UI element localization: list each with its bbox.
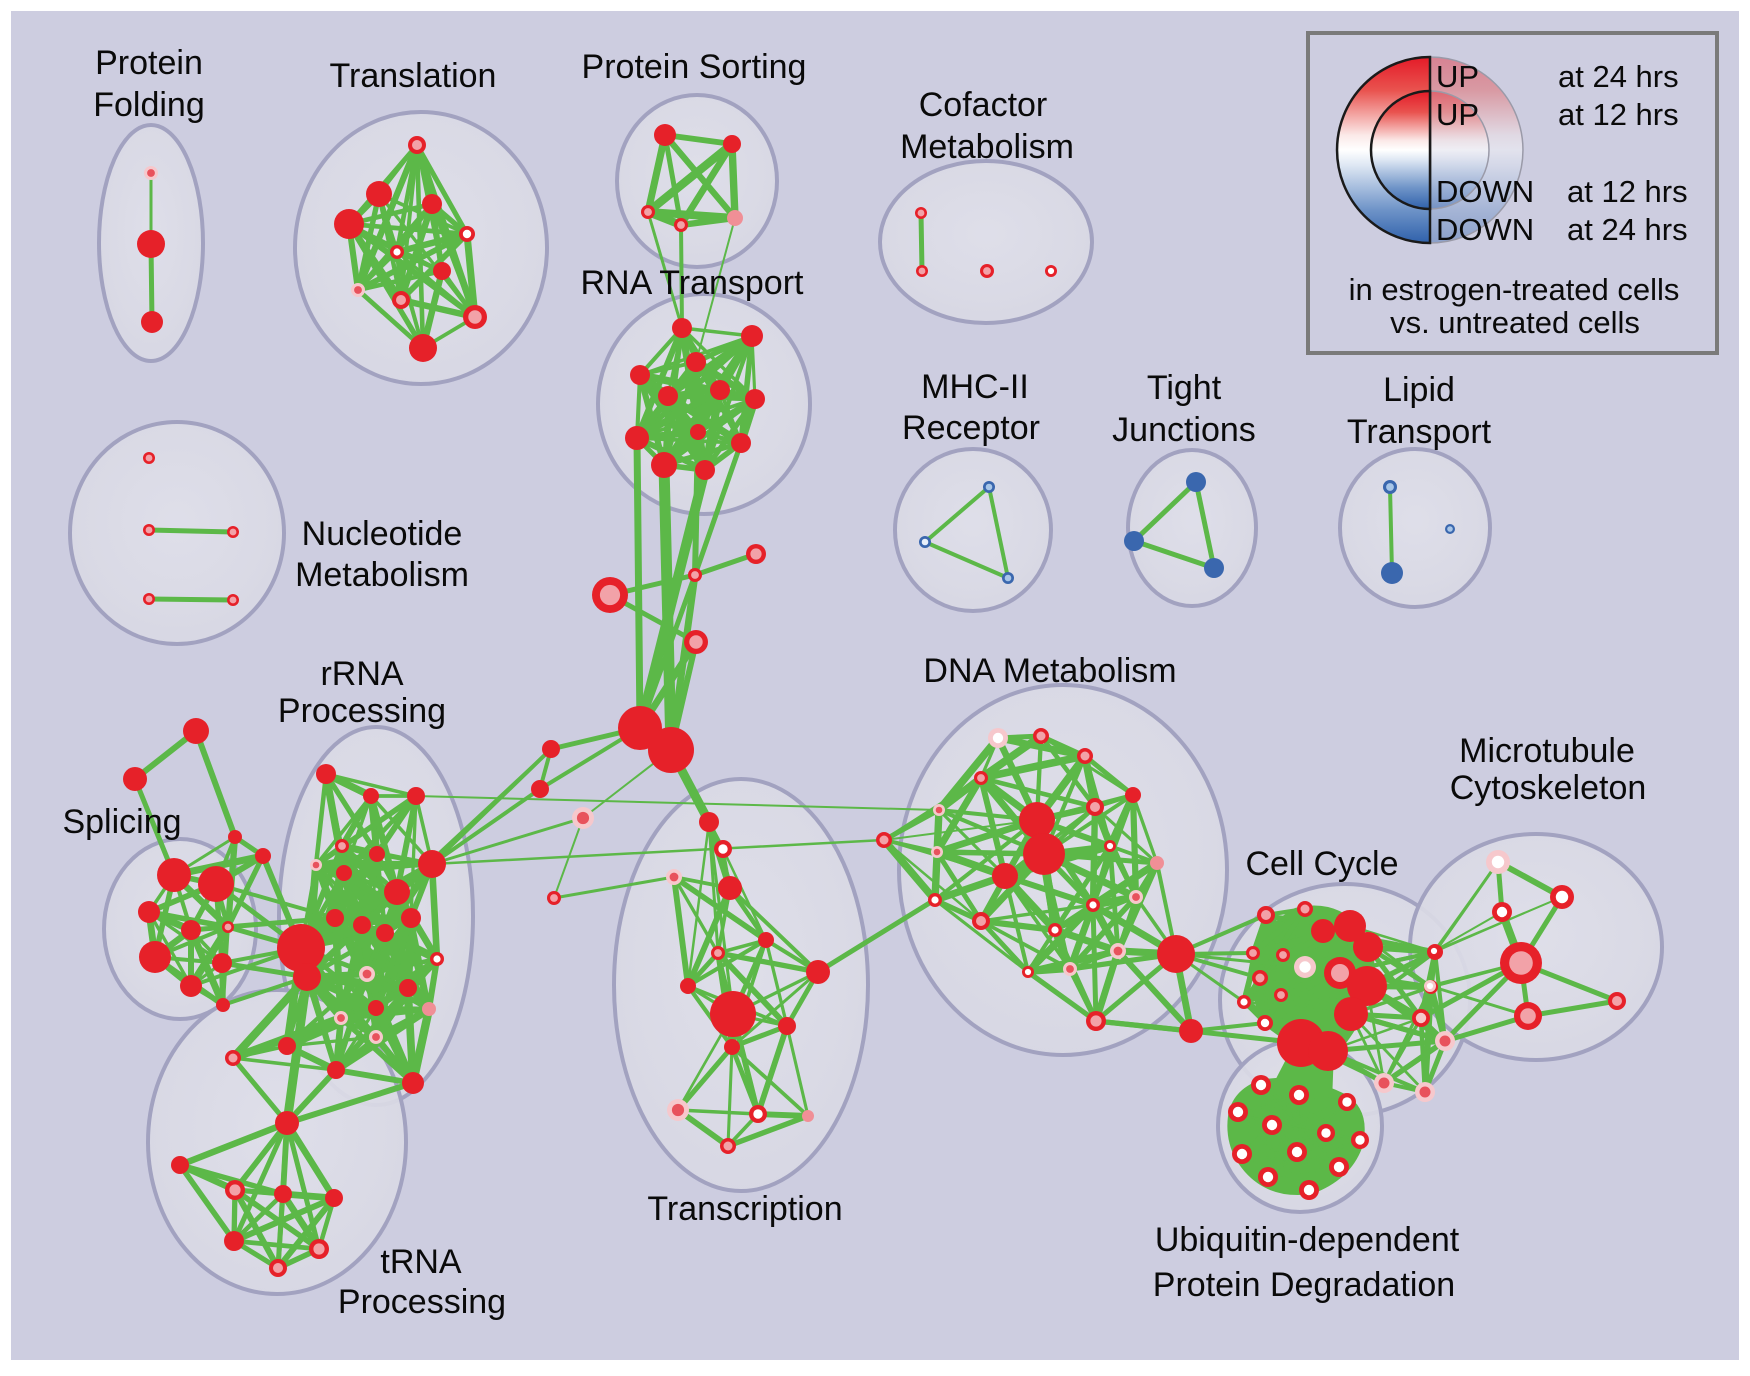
svg-text:DOWN: DOWN <box>1436 174 1534 209</box>
svg-text:MHC-II: MHC-II <box>921 368 1029 406</box>
svg-text:at 12 hrs: at 12 hrs <box>1558 97 1679 132</box>
svg-text:Protein: Protein <box>95 44 203 82</box>
svg-text:at 12 hrs: at 12 hrs <box>1567 174 1688 209</box>
svg-text:UP: UP <box>1436 59 1479 94</box>
svg-text:rRNA: rRNA <box>320 655 403 693</box>
svg-text:Cofactor: Cofactor <box>919 86 1048 124</box>
svg-text:Protein Sorting: Protein Sorting <box>582 48 807 86</box>
svg-text:in estrogen-treated cells: in estrogen-treated cells <box>1349 272 1680 307</box>
svg-text:Transcription: Transcription <box>647 1190 842 1228</box>
svg-text:RNA Transport: RNA Transport <box>581 264 805 302</box>
svg-text:Junctions: Junctions <box>1112 411 1256 449</box>
svg-text:Tight: Tight <box>1147 369 1222 407</box>
svg-text:at 24 hrs: at 24 hrs <box>1558 59 1679 94</box>
svg-text:Processing: Processing <box>338 1283 506 1321</box>
svg-text:Splicing: Splicing <box>62 803 181 841</box>
svg-text:DNA Metabolism: DNA Metabolism <box>923 652 1176 690</box>
svg-text:Microtubule: Microtubule <box>1459 732 1635 770</box>
svg-text:Cytoskeleton: Cytoskeleton <box>1450 769 1647 807</box>
svg-text:vs. untreated cells: vs. untreated cells <box>1390 305 1640 340</box>
svg-text:Nucleotide: Nucleotide <box>302 515 463 553</box>
svg-text:Metabolism: Metabolism <box>900 128 1074 166</box>
svg-text:Metabolism: Metabolism <box>295 556 469 594</box>
svg-text:Protein Degradation: Protein Degradation <box>1153 1266 1455 1304</box>
svg-text:Cell Cycle: Cell Cycle <box>1245 845 1398 883</box>
svg-text:at 24 hrs: at 24 hrs <box>1567 212 1688 247</box>
svg-text:Processing: Processing <box>278 692 446 730</box>
svg-text:Transport: Transport <box>1347 413 1492 451</box>
svg-text:Translation: Translation <box>330 57 497 95</box>
svg-text:Receptor: Receptor <box>902 409 1040 447</box>
svg-text:Ubiquitin-dependent: Ubiquitin-dependent <box>1155 1221 1460 1259</box>
svg-text:Folding: Folding <box>93 86 205 124</box>
svg-text:DOWN: DOWN <box>1436 212 1534 247</box>
svg-text:Lipid: Lipid <box>1383 371 1455 409</box>
svg-text:UP: UP <box>1436 97 1479 132</box>
svg-text:tRNA: tRNA <box>380 1243 462 1281</box>
